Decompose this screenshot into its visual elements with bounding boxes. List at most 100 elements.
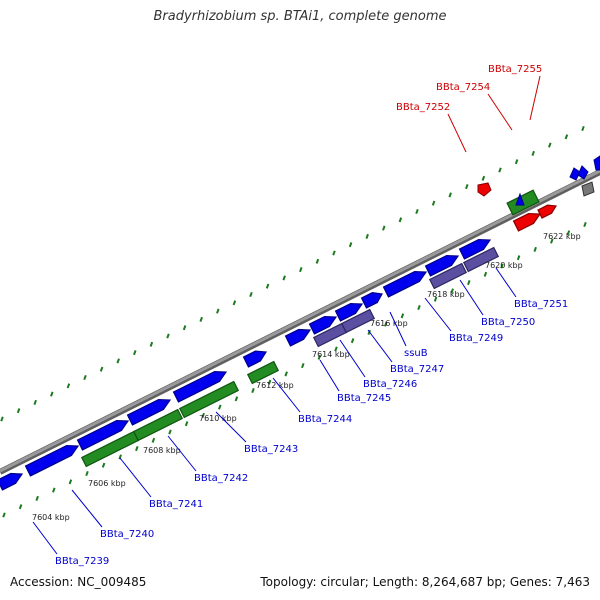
gene-label: BBta_7240 — [100, 529, 154, 540]
upper-dotted-track — [564, 134, 569, 140]
upper-dotted-track — [481, 175, 486, 181]
lower-dotted-track — [267, 379, 272, 385]
label-leader-line — [71, 489, 103, 528]
label-leader-line — [367, 329, 393, 363]
tick-label: 7606 kbp — [88, 479, 126, 488]
gene-arrow-forward-shape — [458, 238, 492, 260]
label-leader-line — [32, 521, 58, 555]
lower-dotted-track — [417, 304, 421, 311]
gene-arrow-highlight-small — [477, 182, 492, 197]
gene-feature-operon — [428, 262, 468, 290]
gene-label: BBta_7250 — [481, 317, 535, 328]
lower-dotted-track — [483, 271, 488, 277]
label-leader-line — [215, 411, 247, 443]
gene-feature-green-shape — [178, 380, 240, 419]
accession-text: Accession: NC_009485 — [10, 575, 147, 589]
lower-dotted-track — [384, 321, 388, 327]
upper-dotted-track — [133, 350, 137, 356]
lower-dotted-track — [350, 338, 355, 344]
gene-arrow-forward-shape — [76, 419, 130, 451]
lower-dotted-track — [234, 396, 239, 402]
label-leader-line — [495, 267, 517, 298]
lower-dotted-track — [516, 255, 521, 261]
gene-arrow-forward-shape — [360, 292, 383, 309]
upper-dotted-track — [33, 399, 37, 405]
lower-dotted-track — [35, 495, 39, 501]
lower-dotted-track — [68, 479, 73, 485]
gene-arrow-forward — [334, 302, 364, 322]
gene-arrow-highlight-shape — [512, 212, 542, 232]
tick-label: 7610 kbp — [199, 414, 237, 423]
label-leader-line — [319, 359, 340, 392]
gene-feature-operon-shape — [462, 246, 500, 273]
lower-dotted-track — [251, 387, 255, 394]
upper-dotted-track — [265, 283, 270, 289]
gene-label-highlight: BBta_7255 — [488, 64, 542, 75]
gene-arrow-forward-shape — [0, 472, 24, 491]
gene-arrow-highlight — [512, 212, 542, 232]
label-leader-line — [389, 311, 407, 347]
tick-label: 7618 kbp — [427, 290, 465, 299]
upper-dotted-track — [315, 258, 320, 264]
upper-dotted-track — [149, 341, 154, 347]
gene-label: BBta_7242 — [194, 473, 248, 484]
gene-label: ssuB — [404, 348, 428, 359]
gene-arrow-forward — [593, 155, 600, 171]
gene-label: BBta_7249 — [449, 333, 503, 344]
lower-dotted-track — [467, 280, 471, 286]
lower-dotted-track — [583, 221, 587, 228]
gene-arrow-forward — [308, 315, 338, 335]
upper-dotted-track — [348, 242, 353, 248]
upper-dotted-track — [0, 416, 4, 422]
gene-arrow-forward — [24, 444, 80, 477]
label-leader-line — [272, 377, 301, 413]
gene-feature-green — [246, 360, 280, 385]
lower-dotted-track — [550, 238, 554, 244]
tick-label: 7620 kbp — [485, 261, 523, 270]
genome-backbone — [0, 169, 600, 473]
gene-arrow-forward-shape — [308, 315, 338, 335]
lower-dotted-track — [400, 313, 405, 319]
lower-dotted-track — [301, 363, 305, 369]
gene-arrow-forward — [242, 350, 268, 368]
upper-dotted-track — [66, 383, 71, 389]
upper-dotted-track — [332, 250, 336, 256]
gene-label-highlight: BBta_7252 — [396, 102, 450, 113]
gene-feature-green — [132, 408, 184, 442]
upper-dotted-track — [531, 150, 535, 156]
gene-arrow-forward — [382, 270, 428, 298]
lower-dotted-track — [135, 446, 139, 452]
lower-dotted-track — [284, 371, 288, 377]
gene-arrow-highlight — [537, 204, 558, 219]
lower-dotted-track — [18, 504, 23, 510]
gene-arrow-forward — [577, 165, 589, 180]
upper-dotted-track — [232, 300, 237, 306]
gene-label: BBta_7247 — [390, 364, 444, 375]
lower-dotted-track — [533, 246, 537, 252]
upper-dotted-track — [116, 358, 120, 364]
gene-arrow-forward — [172, 370, 228, 403]
gene-label: BBta_7241 — [149, 499, 203, 510]
gene-arrow-forward — [515, 192, 525, 206]
label-leader-line — [459, 279, 484, 316]
lower-dotted-track — [184, 421, 189, 427]
lower-dotted-track — [317, 354, 322, 360]
gene-arrow-forward-shape — [334, 302, 364, 322]
lower-dotted-track — [450, 288, 454, 294]
gene-label: BBta_7246 — [363, 379, 417, 390]
upper-dotted-track — [16, 408, 21, 414]
gene-arrow-forward — [458, 238, 492, 260]
upper-dotted-track — [581, 125, 585, 132]
lower-dotted-track — [201, 412, 205, 418]
gene-arrow-forward-shape — [24, 444, 80, 477]
lower-dotted-track — [2, 512, 6, 518]
lower-dotted-track — [52, 487, 56, 493]
lower-dotted-track — [566, 230, 571, 236]
upper-dotted-track — [282, 275, 286, 281]
gene-arrow-forward — [424, 254, 460, 277]
label-leader-line — [339, 339, 366, 378]
tick-label: 7622 kbp — [543, 232, 581, 241]
gene-label: BBta_7245 — [337, 393, 391, 404]
gene-arrow-forward-shape — [382, 270, 428, 298]
